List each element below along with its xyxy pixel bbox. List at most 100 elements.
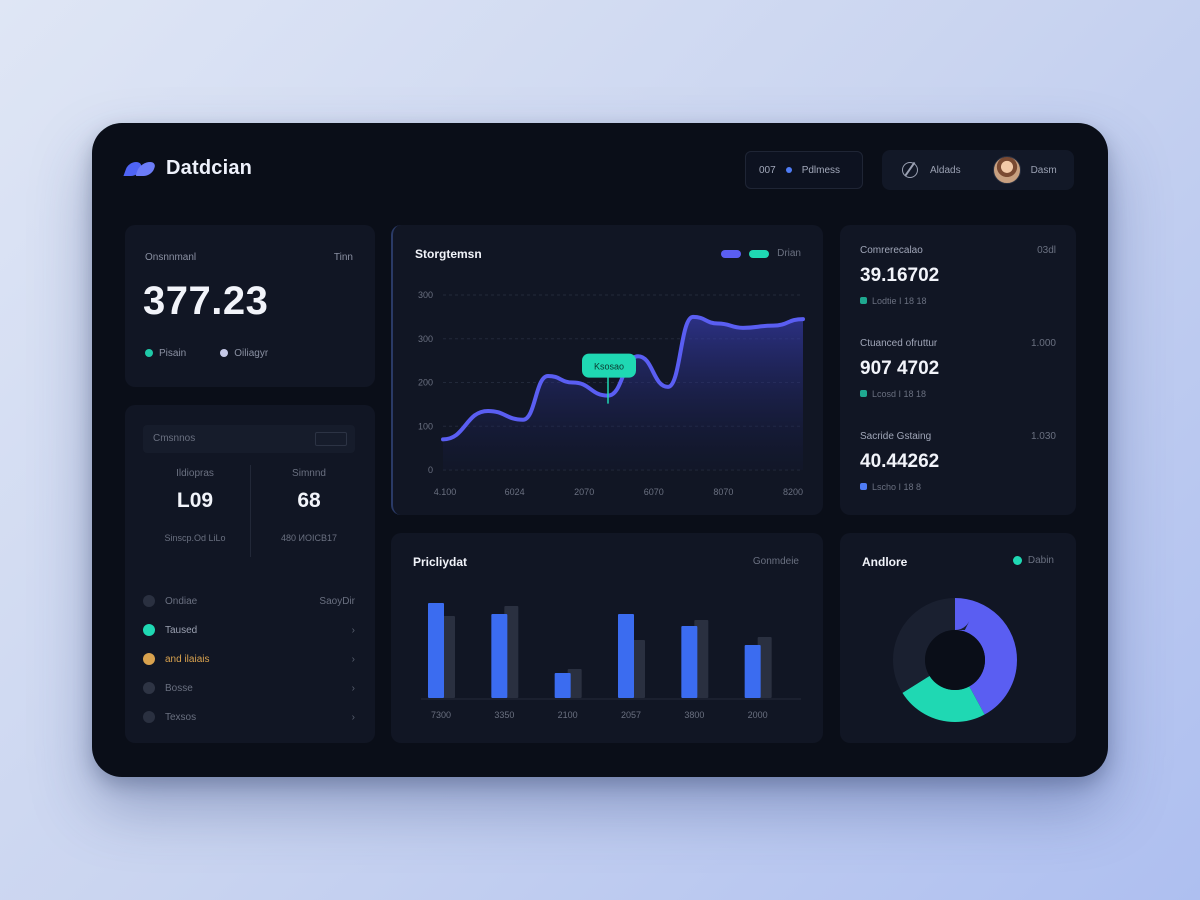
legend-label: Pisain bbox=[159, 348, 187, 359]
user-pill-label: Aldads bbox=[930, 164, 961, 176]
summary-card: Onsnnmanl Tinn 377.23 Pisain Oiliagyr bbox=[125, 225, 375, 387]
legend-swatch bbox=[721, 249, 742, 258]
stat-right-value: 68 bbox=[297, 489, 321, 512]
x-tick-label: 6070 bbox=[644, 487, 664, 497]
list-item[interactable]: and ilaiais › bbox=[143, 653, 355, 665]
stats-header-control[interactable] bbox=[315, 432, 347, 446]
kpi-right: 03dl bbox=[1037, 245, 1056, 256]
bar-chart-card: Pricliydat Gonmdeie 7300 3350 2100 2057 3800… bbox=[391, 533, 823, 743]
avatar[interactable] bbox=[992, 156, 1021, 184]
list-item-label: Taused bbox=[165, 624, 198, 636]
donut-slice bbox=[893, 598, 1017, 722]
chevron-right-icon[interactable]: › bbox=[351, 653, 355, 665]
kpi-label: Ctuanced ofruttur bbox=[860, 338, 938, 349]
donut-title: Andlore bbox=[862, 555, 908, 569]
bar-chart-title: Pricliydat bbox=[413, 555, 468, 569]
x-tick-label: 4.100 bbox=[434, 487, 457, 497]
bar bbox=[694, 620, 709, 698]
legend-swatch bbox=[749, 249, 770, 258]
list-item-dot bbox=[143, 624, 155, 636]
kpi-value: 40.44262 bbox=[860, 451, 940, 472]
donut-chart[interactable] bbox=[840, 533, 1076, 743]
y-tick-label: 0 bbox=[428, 465, 433, 475]
chevron-right-icon[interactable]: › bbox=[351, 711, 355, 723]
bar bbox=[757, 637, 772, 698]
x-tick-label: 2100 bbox=[558, 710, 578, 720]
kpi-label: Sacride Gstaing bbox=[860, 431, 932, 442]
list-item-label: and ilaiais bbox=[165, 653, 210, 665]
legend-item: Oiliagyr bbox=[220, 348, 268, 359]
bar bbox=[504, 606, 519, 698]
x-tick-label: 2057 bbox=[621, 710, 641, 720]
kpi-value: 907 4702 bbox=[860, 358, 940, 379]
donut-legend[interactable]: Dabin bbox=[1012, 555, 1054, 566]
legend-label: Oiliagyr bbox=[234, 348, 269, 359]
kpi-dot bbox=[860, 483, 867, 490]
summary-legend: Pisain Oiliagyr bbox=[145, 348, 268, 359]
line-chart-title: Storgtemsn bbox=[415, 247, 482, 261]
kpi-item[interactable]: Sacride Gstaing 1.030 40.44262 Lscho I 1… bbox=[860, 431, 1056, 501]
donut-hole bbox=[925, 630, 985, 690]
area-fill bbox=[443, 316, 803, 470]
bar bbox=[631, 640, 645, 698]
stat-left-sub: Sinscp.Od LiLo bbox=[164, 533, 226, 543]
list-item[interactable]: Taused › bbox=[143, 624, 355, 636]
list-item-label: Bosse bbox=[165, 682, 193, 694]
stat-right-sub: 480 ИOICB17 bbox=[281, 533, 337, 543]
list-item[interactable]: Texsos › bbox=[143, 711, 355, 723]
list-item[interactable]: Ondiae SaoyDir bbox=[143, 595, 355, 607]
list-item[interactable]: Bosse › bbox=[143, 682, 355, 694]
bar bbox=[744, 645, 761, 698]
bar bbox=[441, 616, 455, 698]
kpi-dot bbox=[860, 297, 867, 304]
kpi-label: Comrerecalao bbox=[860, 245, 923, 256]
kpi-card: Comrerecalao 03dl 39.16702 Lodtie I 18 1… bbox=[840, 225, 1076, 515]
x-tick-label: 3800 bbox=[684, 710, 704, 720]
status-pill[interactable]: 007 Pdlmess bbox=[745, 151, 863, 189]
y-tick-label: 100 bbox=[418, 421, 433, 431]
y-tick-label: 200 bbox=[418, 378, 433, 388]
kpi-sub: Lscho I 18 8 bbox=[872, 482, 922, 492]
list-item-dot bbox=[143, 653, 155, 665]
donut-slice bbox=[893, 598, 1017, 722]
list-item-dot bbox=[143, 711, 155, 723]
legend-label: Dabin bbox=[1027, 555, 1054, 566]
list-item-dot bbox=[143, 595, 155, 607]
chevron-right-icon[interactable]: › bbox=[351, 624, 355, 636]
summary-value: 377.23 bbox=[143, 279, 269, 323]
y-tick-label: 300 bbox=[418, 290, 433, 300]
chevron-right-icon[interactable]: › bbox=[351, 682, 355, 694]
list-item-value: SaoyDir bbox=[319, 595, 355, 607]
legend-dot bbox=[220, 349, 229, 357]
x-tick-label: 6024 bbox=[505, 487, 525, 497]
bar bbox=[428, 603, 444, 698]
user-name: Dasm bbox=[1030, 164, 1057, 176]
bar bbox=[618, 614, 634, 698]
legend-item: Pisain bbox=[145, 348, 186, 359]
donut-card: Andlore Dabin bbox=[840, 533, 1076, 743]
x-tick-label: 8070 bbox=[713, 487, 733, 497]
x-tick-label: 2070 bbox=[574, 487, 594, 497]
theme-toggle-icon[interactable] bbox=[902, 162, 918, 178]
tooltip-box bbox=[582, 353, 636, 378]
line-chart[interactable]: 0 100 200 300 300 4.100 6024 2070 6070 8070 8200 Ks… bbox=[393, 225, 825, 515]
kpi-item[interactable]: Ctuanced ofruttur 1.000 907 4702 Lcosd I… bbox=[860, 338, 1056, 408]
legend-dot bbox=[1012, 556, 1022, 565]
list-item-label: Texsos bbox=[165, 711, 197, 723]
bar-chart[interactable]: 7300 3350 2100 2057 3800 2000 bbox=[391, 533, 823, 743]
kpi-item[interactable]: Comrerecalao 03dl 39.16702 Lodtie I 18 1… bbox=[860, 245, 1056, 315]
stats-header-label: Cmsnnos bbox=[153, 433, 196, 444]
stats-divider bbox=[250, 465, 251, 557]
stats-header[interactable]: Cmsnnos bbox=[143, 425, 355, 453]
summary-label: Onsnnmanl bbox=[145, 252, 197, 263]
bar bbox=[567, 669, 582, 698]
bar-chart-filter[interactable]: Gonmdeie bbox=[752, 556, 799, 567]
brand[interactable]: Datdcian bbox=[123, 157, 252, 180]
legend-label: Drian bbox=[777, 248, 801, 259]
summary-period[interactable]: Tinn bbox=[333, 252, 353, 263]
stat-left-label: Ildiopras bbox=[176, 468, 214, 479]
line-chart-legend[interactable]: Drian bbox=[721, 248, 801, 259]
status-code: 007 bbox=[759, 164, 776, 176]
bar bbox=[681, 626, 698, 698]
user-pill[interactable]: Aldads Dasm bbox=[882, 150, 1074, 190]
